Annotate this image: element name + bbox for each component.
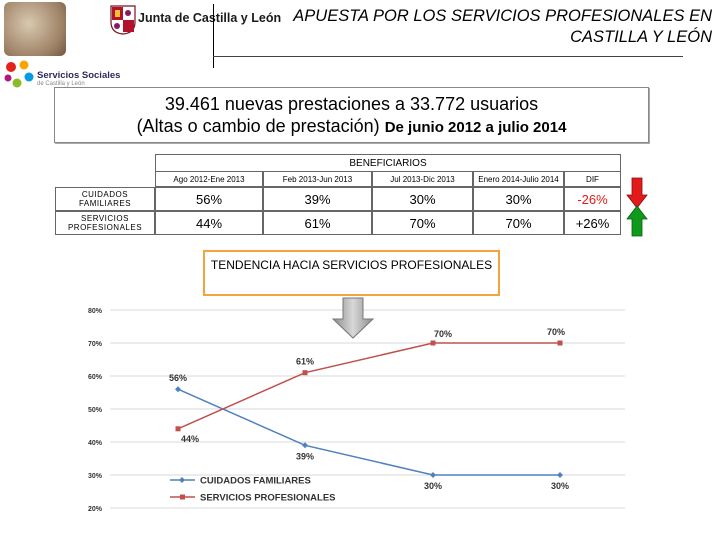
headline-line2-main: (Altas o cambio de prestación) — [136, 116, 385, 136]
headline-period: De junio 2012 a julio 2014 — [384, 119, 567, 136]
data-label: 44% — [181, 434, 199, 444]
header-divider-vertical — [213, 4, 214, 68]
y-tick-label: 30% — [88, 473, 103, 480]
table-cell: 61% — [263, 211, 372, 235]
table-column-header: Jul 2013-Dic 2013 — [372, 171, 473, 187]
y-tick-label: 80% — [88, 308, 103, 315]
table-column-header: Enero 2014-Julio 2014 — [473, 171, 564, 187]
social-services-label: Servicios Sociales — [37, 70, 121, 81]
series-line — [177, 342, 560, 430]
series-line — [177, 388, 560, 476]
data-label: 61% — [296, 357, 314, 367]
data-point — [175, 386, 181, 393]
social-services-sublabel: de Castilla y León — [37, 81, 85, 87]
data-label: 39% — [296, 451, 314, 461]
y-tick-label: 60% — [88, 374, 103, 381]
headline-line1: 39.461 nuevas prestaciones a 33.772 usua… — [164, 94, 539, 114]
data-point — [557, 340, 563, 346]
data-label: 70% — [434, 329, 452, 339]
headline-line2: (Altas o cambio de prestación) De junio … — [55, 115, 648, 139]
arrow-up-icon — [626, 205, 648, 237]
table-group-header: BENEFICIARIOS — [155, 154, 621, 171]
legend-label: SERVICIOS PROFESIONALES — [200, 493, 336, 504]
legend-marker — [179, 477, 185, 483]
legend-marker — [180, 494, 185, 500]
arrow-down-icon — [626, 177, 648, 209]
trend-box: TENDENCIA HACIA SERVICIOS PROFESIONALES — [203, 250, 500, 296]
data-point — [302, 442, 308, 449]
table-cell: 39% — [263, 187, 372, 211]
social-services-logo-icon — [4, 60, 34, 88]
y-tick-label: 40% — [88, 440, 103, 447]
table-column-header: DIF — [564, 171, 621, 187]
castilla-leon-shield-icon — [110, 5, 136, 35]
trend-arrow-down-icon — [331, 297, 375, 339]
header-photo — [4, 2, 66, 56]
table-column-header: Ago 2012-Ene 2013 — [155, 171, 263, 187]
data-label: 56% — [169, 373, 187, 383]
line-chart: 20% 30% 40% 50% 60% 70% 80% 56% 39% 30% 30% 44% 61% 7… — [88, 308, 625, 513]
table-cell: 30% — [372, 187, 473, 211]
headline-box: 39.461 nuevas prestaciones a 33.772 usua… — [54, 87, 649, 143]
table-cell: 56% — [155, 187, 263, 211]
data-label: 30% — [551, 481, 569, 491]
table-cell: 70% — [372, 211, 473, 235]
y-tick-label: 50% — [88, 407, 103, 414]
table-row-label: SERVICIOS PROFESIONALES — [55, 211, 155, 235]
data-label: 70% — [547, 327, 565, 337]
data-point — [430, 472, 436, 478]
table-row-label: CUIDADOS FAMILIARES — [55, 187, 155, 211]
table-cell-diff: -26% — [564, 187, 621, 211]
y-tick-label: 70% — [88, 341, 103, 348]
page-title: APUESTA POR LOS SERVICIOS PROFESIONALES … — [293, 7, 712, 46]
data-label: 30% — [424, 481, 442, 491]
table-column-header: Feb 2013-Jun 2013 — [263, 171, 372, 187]
table-cell-diff: +26% — [564, 211, 621, 235]
y-tick-label: 20% — [88, 506, 103, 513]
org-name: Junta de Castilla y León — [138, 11, 282, 25]
data-point — [175, 426, 181, 432]
legend-label: CUIDADOS FAMILIARES — [200, 476, 311, 487]
data-point — [430, 340, 436, 346]
header-divider-horizontal — [213, 56, 683, 57]
table-cell: 44% — [155, 211, 263, 235]
table-cell: 30% — [473, 187, 564, 211]
data-point — [557, 472, 563, 478]
table-cell: 70% — [473, 211, 564, 235]
data-point — [302, 370, 308, 376]
